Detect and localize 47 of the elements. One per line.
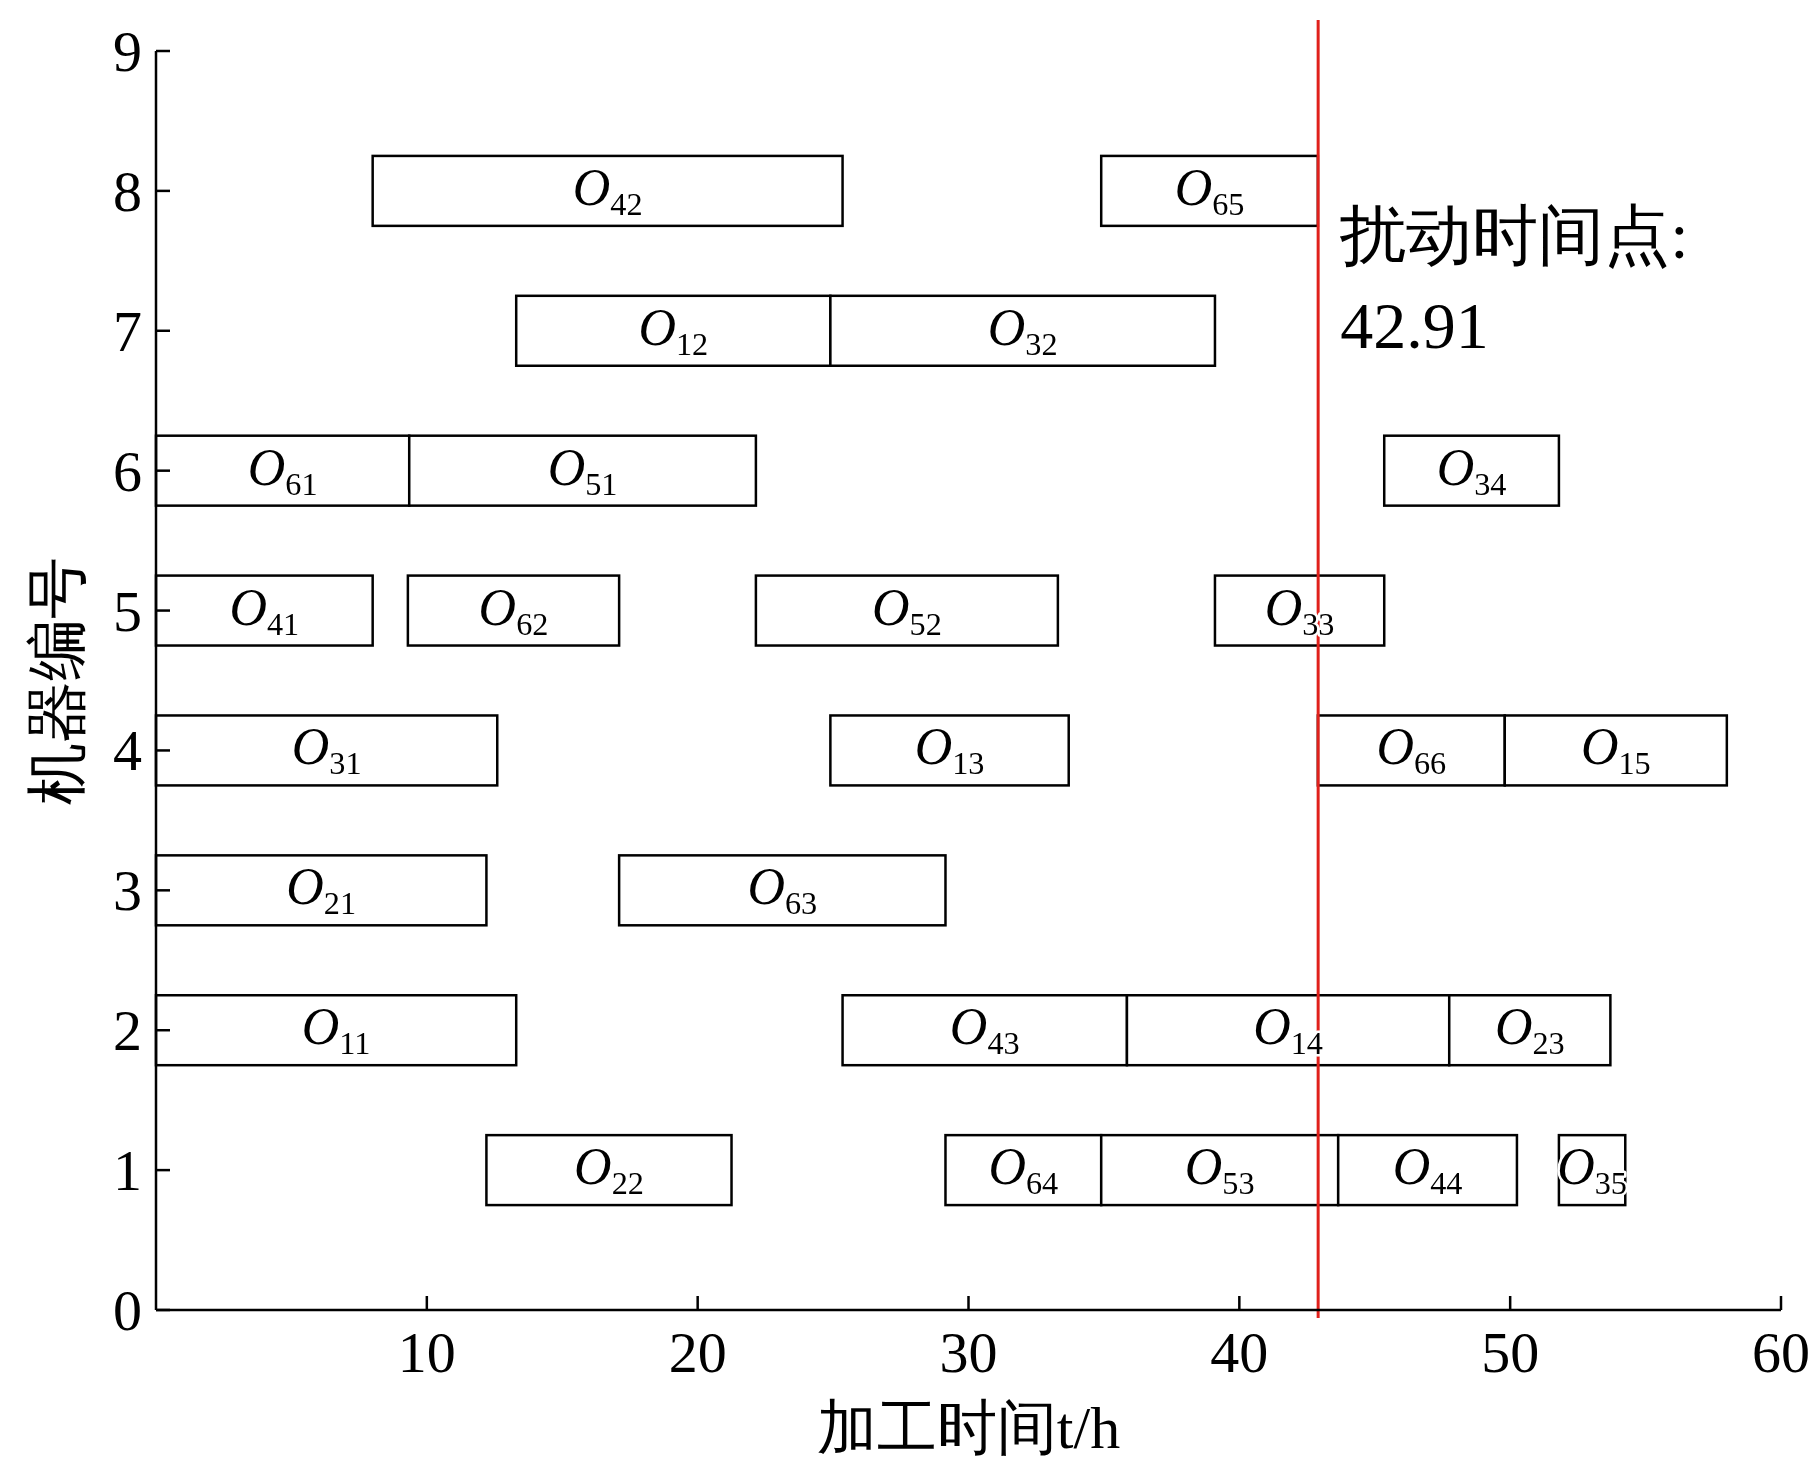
y-tick-label: 6: [113, 438, 142, 504]
bar: [754, 574, 1060, 647]
series-label: O$_{32}$: [987, 298, 1058, 362]
y-tick-label: 7: [113, 298, 142, 364]
series-label: O$_{43}$: [949, 998, 1020, 1061]
series-label: O$_{66}$: [1376, 718, 1447, 782]
bar: [617, 854, 947, 927]
y-tick-label: 5: [113, 578, 142, 644]
series-label: O$_{21}$: [286, 858, 357, 921]
series-label: O$_{23}$: [1494, 998, 1565, 1061]
series-label: O$_{34}$: [1436, 438, 1507, 502]
series-label: O$_{11}$: [301, 998, 371, 1061]
series-label: O$_{52}$: [871, 578, 942, 642]
y-tick-label: 4: [113, 718, 142, 784]
series-label: O$_{61}$: [247, 438, 318, 502]
x-tick-label: 60: [1752, 1320, 1810, 1385]
series-label: O$_{63}$: [747, 858, 818, 921]
ref-line-label: 扰动时间点: 42.91: [1339, 199, 1689, 362]
x-tick-label: 40: [1210, 1320, 1269, 1385]
y-tick-label: 9: [113, 19, 142, 84]
x-tick-label: 30: [939, 1320, 998, 1385]
x-tick-label: 10: [397, 1320, 456, 1385]
y-tick-label: 3: [113, 858, 142, 924]
series-label: O$_{41}$: [229, 578, 300, 642]
bar: [829, 714, 1070, 787]
bar: [371, 154, 844, 228]
series-label: O$_{51}$: [547, 438, 618, 502]
series-label: O$_{44}$: [1392, 1138, 1463, 1201]
series-label: O$_{22}$: [574, 1138, 644, 1201]
series-label: O$_{53}$: [1184, 1138, 1255, 1201]
y-tick-label: 1: [113, 1138, 142, 1204]
series-label: O$_{62}$: [478, 578, 549, 642]
x-tick-label: 50: [1481, 1320, 1540, 1385]
y-axis-title: 机器编号: [23, 556, 91, 805]
y-tick-label: 8: [113, 158, 142, 224]
y-tick-label: 2: [113, 998, 142, 1064]
series-label: O$_{64}$: [988, 1138, 1059, 1201]
series-label: O$_{15}$: [1580, 718, 1651, 782]
series-label: O$_{13}$: [914, 718, 985, 782]
series-label: O$_{65}$: [1174, 158, 1245, 222]
series-label: O$_{31}$: [291, 718, 362, 782]
x-axis-title: 加工时间t/h: [816, 1395, 1121, 1461]
bar: [485, 1133, 733, 1207]
y-tick-label: 0: [113, 1278, 142, 1343]
series-label: O$_{12}$: [638, 298, 709, 362]
x-tick-label: 20: [668, 1320, 727, 1385]
series-label: O$_{42}$: [572, 158, 643, 222]
